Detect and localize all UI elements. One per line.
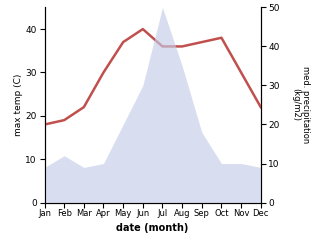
X-axis label: date (month): date (month) — [116, 223, 189, 233]
Y-axis label: max temp (C): max temp (C) — [14, 74, 23, 136]
Y-axis label: med. precipitation
(kg/m2): med. precipitation (kg/m2) — [291, 66, 310, 144]
